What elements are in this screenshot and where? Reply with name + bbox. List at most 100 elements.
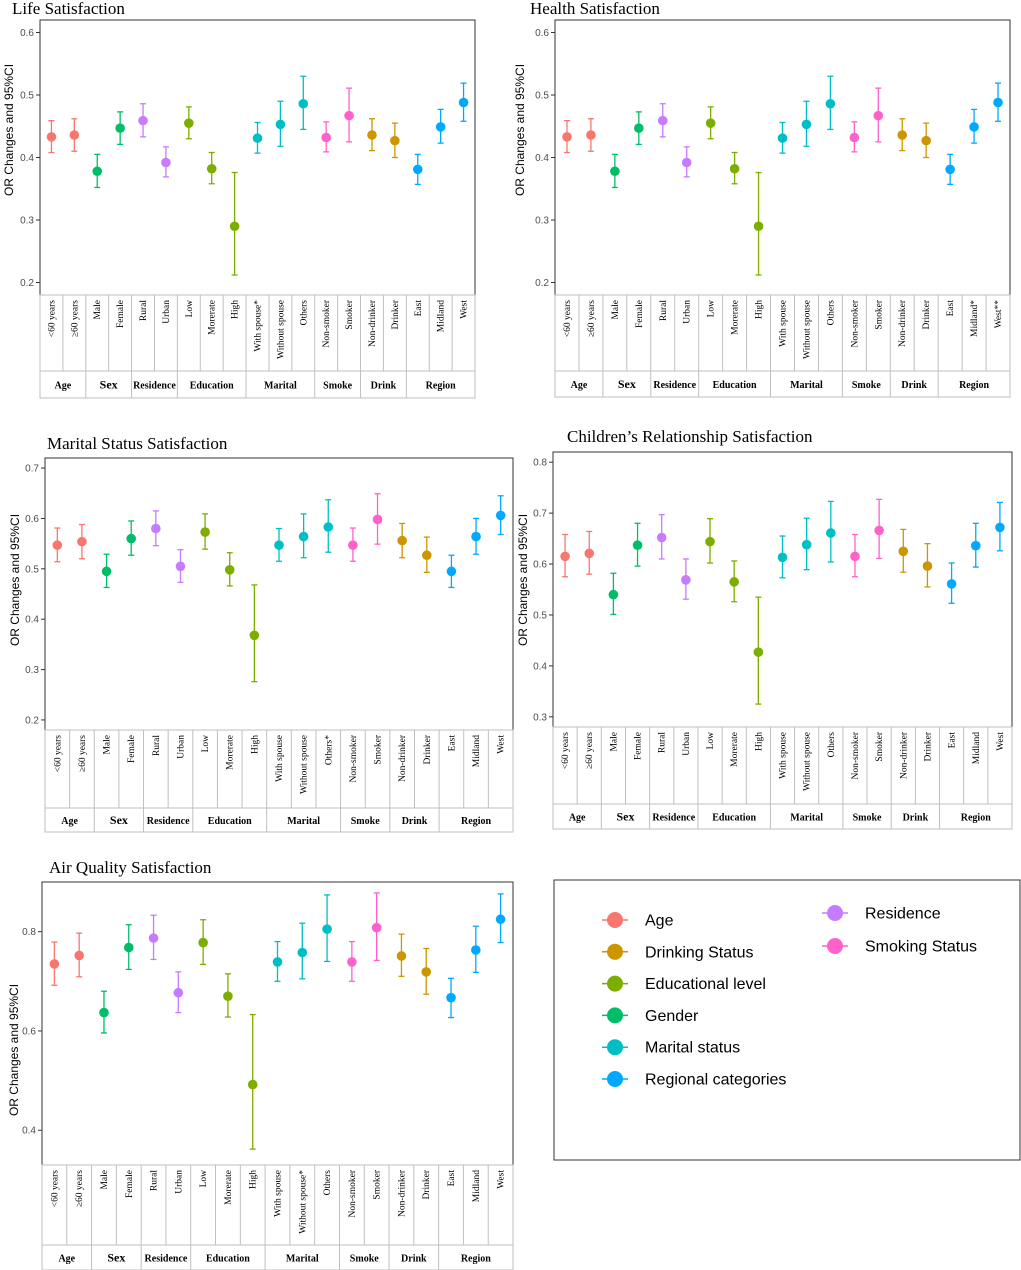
- data-point: [396, 951, 407, 961]
- data-point: [275, 119, 286, 130]
- data-point: [173, 987, 184, 998]
- chart-title: Children’s Relationship Satisfaction: [567, 427, 813, 446]
- category-label: East: [948, 732, 958, 749]
- data-point: [46, 132, 57, 142]
- group-label: Marital: [264, 381, 297, 392]
- data-point: [412, 164, 423, 175]
- group-label: Smoke: [350, 1254, 379, 1265]
- category-label: Drinker: [423, 734, 433, 764]
- y-tick-label: 0.8: [533, 458, 547, 469]
- legend-entry-label: Residence: [865, 906, 941, 923]
- data-point: [945, 164, 955, 175]
- data-point: [347, 957, 357, 967]
- legend-key-dot: [607, 1007, 623, 1024]
- data-point: [874, 525, 884, 536]
- category-label: Male: [611, 300, 621, 320]
- y-axis-label: OR Changes and 95%CI: [2, 64, 16, 196]
- data-point: [69, 130, 80, 140]
- category-label: With spouse: [779, 732, 789, 779]
- data-point: [298, 531, 309, 542]
- chart-panel-3: Marital Status Satisfaction OR Changes an…: [8, 434, 514, 833]
- group-label: Smoke: [323, 381, 352, 392]
- category-label: Non-drinker: [368, 299, 378, 347]
- data-point: [200, 527, 210, 537]
- category-label: Urban: [162, 300, 172, 324]
- data-point: [435, 122, 446, 132]
- group-label: Sex: [100, 378, 118, 392]
- data-point: [471, 531, 481, 542]
- category-label: East: [946, 300, 956, 317]
- data-point: [562, 132, 572, 142]
- legend-box: [553, 879, 1021, 1161]
- group-label: Age: [571, 380, 588, 391]
- category-label: Non-drinker: [898, 299, 908, 347]
- category-label: Others: [299, 300, 309, 326]
- data-point: [390, 135, 400, 146]
- data-point: [610, 166, 620, 177]
- data-point: [247, 1079, 258, 1090]
- category-label: West**: [994, 300, 1004, 329]
- chart-panel-1: Life Satisfaction OR Changes and 95%CI 0.2…: [2, 0, 476, 399]
- category-label: Morerate: [226, 735, 236, 770]
- data-point: [850, 551, 860, 562]
- category-label: Rural: [139, 300, 149, 321]
- plot-panel: [41, 881, 514, 1166]
- data-point: [995, 522, 1005, 533]
- group-strip: [552, 803, 1013, 830]
- group-label: Residence: [145, 1254, 188, 1265]
- category-label: <60 years: [563, 300, 573, 338]
- y-tick-label: 0.6: [533, 560, 547, 571]
- data-point: [729, 163, 740, 174]
- data-point: [946, 579, 957, 589]
- data-point: [322, 924, 332, 934]
- category-label: Non-smoker: [322, 299, 332, 347]
- category-label: Low: [201, 735, 211, 753]
- data-point: [897, 130, 908, 140]
- group-label: Marital: [790, 380, 823, 391]
- data-point: [921, 135, 931, 146]
- data-point: [206, 163, 217, 174]
- category-label: Others: [826, 300, 836, 326]
- data-point: [801, 119, 812, 130]
- y-tick-label: 0.4: [20, 153, 34, 164]
- category-label: <60 years: [53, 735, 63, 773]
- group-label: Education: [712, 813, 756, 824]
- chart-panel-4: Children’s Relationship Satisfaction OR C…: [516, 427, 1013, 830]
- category-label: High: [250, 735, 260, 754]
- y-tick-label: 0.6: [535, 28, 549, 39]
- category-label: With spouse*: [254, 300, 264, 352]
- data-point: [99, 1007, 109, 1018]
- category-label: Smoker: [345, 299, 355, 329]
- category-label: West: [497, 735, 507, 754]
- category-label: ≥60 years: [78, 735, 88, 772]
- category-label: Female: [125, 1170, 135, 1198]
- category-label: High: [755, 300, 765, 319]
- y-tick-label: 0.4: [22, 1126, 36, 1137]
- y-tick-label: 0.2: [535, 278, 549, 289]
- data-point: [371, 922, 382, 933]
- category-label: Male: [93, 300, 103, 320]
- category-label: Non-drinker: [397, 1169, 407, 1217]
- category-label: Urban: [682, 732, 692, 756]
- category-label: Midland: [472, 735, 482, 767]
- group-label: Smoke: [351, 816, 380, 827]
- y-tick-label: 0.7: [533, 509, 547, 520]
- y-tick-label: 0.3: [535, 216, 549, 227]
- legend-key-dot: [607, 975, 623, 992]
- category-label: Low: [706, 732, 716, 750]
- data-point: [632, 540, 643, 550]
- group-label: Education: [206, 1254, 250, 1265]
- y-tick-label: 0.5: [535, 91, 549, 102]
- legend-entry-label: Educational level: [645, 976, 766, 993]
- data-point: [252, 133, 263, 143]
- category-label: Without spouse*: [298, 1170, 308, 1234]
- data-point: [458, 97, 469, 108]
- data-point: [161, 157, 171, 168]
- category-label: With spouse: [275, 735, 285, 782]
- group-label: Region: [959, 380, 989, 391]
- data-point: [657, 115, 668, 126]
- y-tick-label: 0.6: [22, 1026, 36, 1037]
- data-point: [471, 945, 481, 955]
- data-point: [49, 959, 60, 969]
- group-label: Sex: [110, 813, 128, 827]
